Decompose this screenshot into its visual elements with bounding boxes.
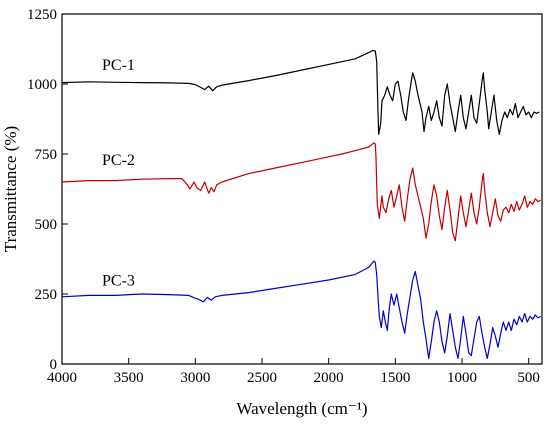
y-tick-label: 750: [35, 147, 58, 163]
series-label-pc-1: PC-1: [102, 57, 135, 74]
x-tick-label: 2500: [247, 370, 277, 386]
plot-area: [61, 13, 543, 365]
series-line-pc-2: [61, 142, 541, 242]
y-tick-label: 0: [50, 357, 58, 373]
series-label-pc-3: PC-3: [102, 273, 135, 290]
x-axis-label: Wavelength (cm⁻¹): [236, 399, 367, 418]
x-axis-ticks: 4000 3500 3000 2500 2000 1500 1000 500: [47, 358, 540, 386]
x-tick-label: 4000: [47, 370, 77, 386]
x-tick-label: 500: [517, 370, 540, 386]
series-line-pc-1: [61, 49, 540, 135]
series-label-pc-2: PC-2: [102, 152, 135, 169]
y-tick-label: 1000: [27, 77, 57, 93]
y-tick-label: 250: [35, 287, 58, 303]
x-tick-label: 3500: [114, 370, 144, 386]
series-labels: PC-1 PC-2 PC-3: [102, 57, 135, 290]
series-layer: [61, 49, 541, 359]
x-tick-label: 1000: [447, 370, 477, 386]
y-axis-ticks: 0 250 500 750 1000 1250: [27, 7, 68, 373]
y-axis-label: Transmittance (%): [1, 126, 20, 252]
y-tick-label: 1250: [27, 7, 57, 23]
x-tick-label: 1500: [380, 370, 410, 386]
x-tick-label: 2000: [314, 370, 344, 386]
x-tick-label: 3000: [180, 370, 210, 386]
plot-frame: [61, 13, 543, 365]
y-tick-label: 500: [35, 217, 58, 233]
series-line-pc-3: [61, 260, 541, 359]
